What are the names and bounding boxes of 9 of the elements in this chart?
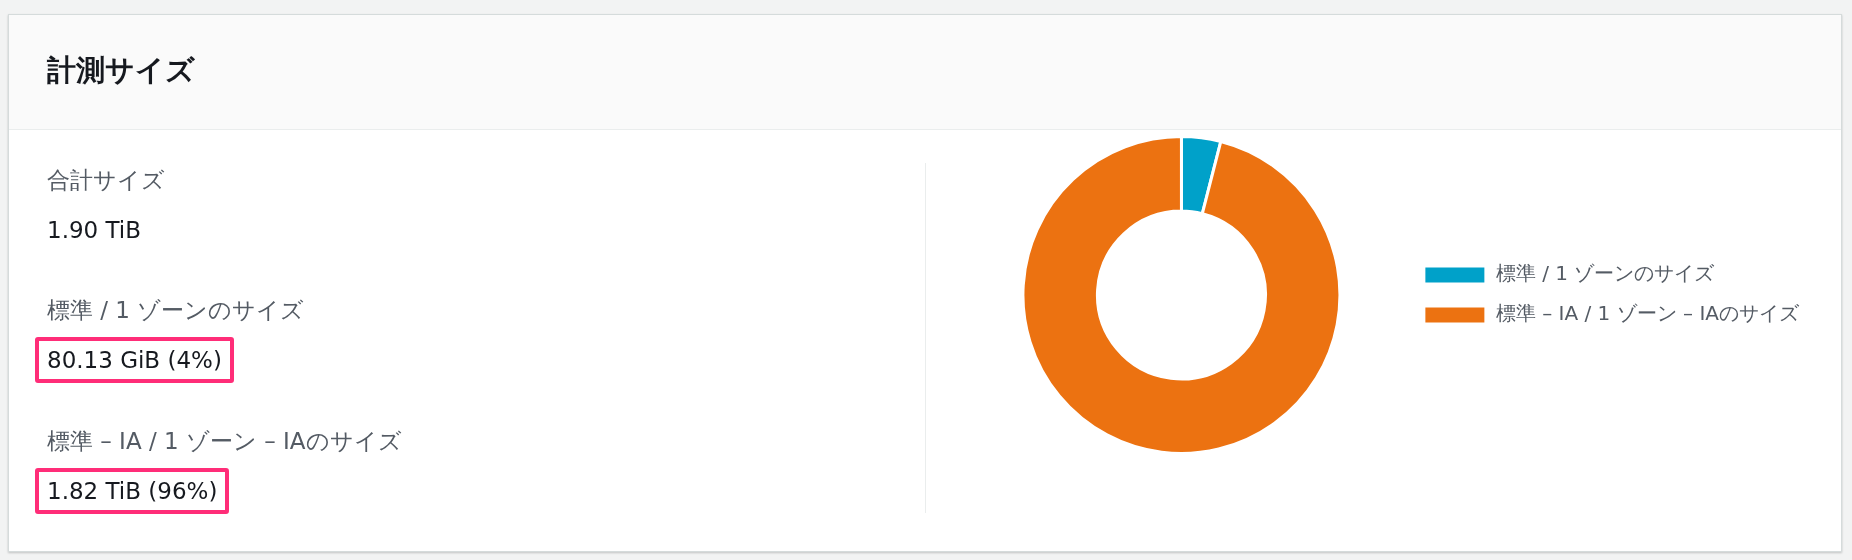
text: 80.13 GiB (4%) [47,347,222,373]
text: 計測サイズ [47,52,195,89]
text: 1.82 TiB (96%) [47,478,218,504]
legend-label: 標準 – IA / 1 ゾーン – IAのサイズ [1495,301,1800,326]
text: 標準 / 1 ゾーンのサイズ [47,296,305,325]
text: 1.90 TiB [47,217,142,243]
text: 合計サイズ [47,166,165,195]
legend-label: 標準 / 1 ゾーンのサイズ [1495,261,1716,286]
text: 標準 – IA / 1 ゾーン – IAのサイズ [47,427,402,456]
